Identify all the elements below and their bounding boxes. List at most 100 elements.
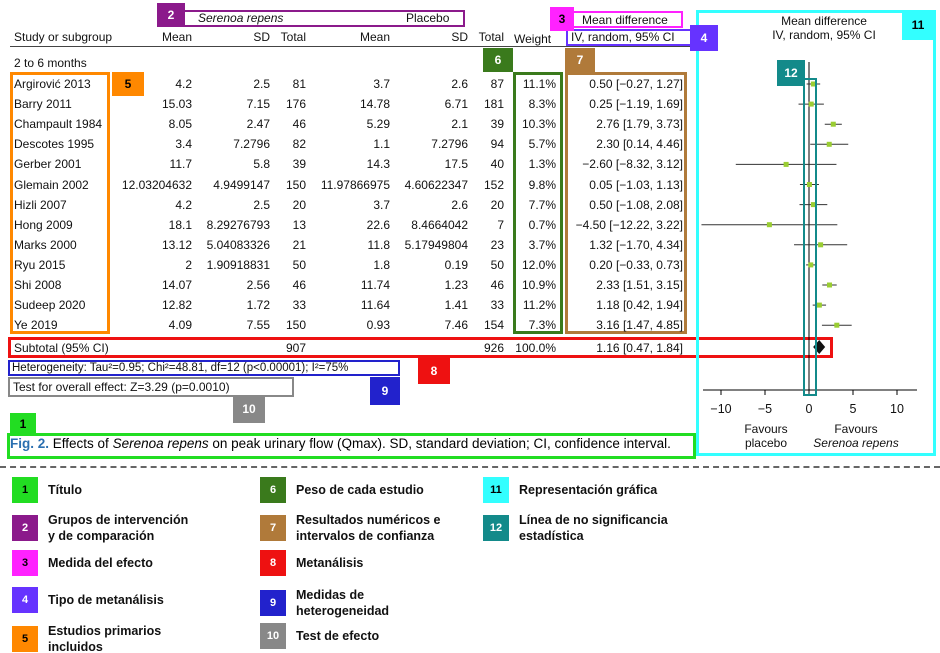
legend-label: Peso de cada estudio [296, 483, 424, 497]
subtotal-weight: 100.0% [515, 341, 556, 355]
study-n2: 152 [483, 177, 504, 192]
study-name: Descotes 1995 [14, 137, 95, 152]
x-tick-label: 0 [805, 402, 813, 416]
study-m2: 3.7 [373, 197, 390, 212]
study-n2: 7 [497, 217, 504, 232]
col-mean2-header: Mean [359, 30, 390, 44]
subtotal-n1: 907 [285, 341, 306, 355]
study-weight: 7.7% [528, 197, 556, 212]
study-name: Hong 2009 [14, 217, 73, 232]
study-weight: 10.3% [521, 117, 556, 132]
point-estimate [766, 222, 772, 228]
study-name: Hizli 2007 [14, 197, 67, 212]
plot-title: Mean difference [781, 14, 867, 28]
study-sd2: 7.46 [444, 318, 468, 333]
legend-label: Metanálisis [296, 556, 364, 570]
study-weight: 10.9% [521, 278, 556, 292]
study-n1: 33 [292, 298, 306, 313]
legend-item: 12 Línea de no significancia estadística [483, 512, 723, 544]
study-sd2: 2.6 [451, 77, 468, 91]
study-n1: 82 [292, 137, 306, 152]
study-n1: 46 [292, 278, 306, 292]
legend-item: 4 Tipo de metanálisis [12, 587, 192, 613]
badge-8: 8 [418, 358, 450, 384]
point-estimate [816, 302, 822, 308]
point-estimate [826, 141, 832, 147]
header-rule [10, 46, 694, 47]
study-sd1: 2.5 [253, 77, 270, 91]
legend-label: Representación gráfica [519, 483, 658, 497]
study-ci: 0.05 [−1.03, 1.13] [589, 177, 683, 192]
meta-analysis-box [8, 337, 833, 358]
overall-effect-text: Test for overall effect: Z=3.29 (p=0.001… [13, 380, 230, 394]
legend-label: Resultados numéricos e intervalos de con… [296, 513, 441, 543]
study-name: Barry 2011 [14, 97, 72, 112]
study-m2: 11.97866975 [320, 177, 390, 192]
legend-label: Línea de no significancia estadística [519, 513, 668, 543]
legend-swatch: 1 [12, 477, 38, 503]
col-mean1-header: Mean [161, 30, 192, 44]
study-n2: 20 [490, 197, 504, 212]
group-treatment-label: Serenoa repens [198, 11, 284, 25]
study-m2: 11.8 [367, 237, 390, 252]
study-name: Champault 1984 [14, 117, 103, 132]
study-m1: 3.4 [175, 137, 192, 152]
legend-swatch: 4 [12, 587, 38, 613]
study-sd2: 6.71 [444, 97, 468, 112]
study-m1: 15.03 [161, 97, 192, 112]
legend-item: 5 Estudios primarios incluidos [12, 623, 192, 653]
study-m2: 22.6 [366, 217, 390, 232]
favours-left-2: placebo [744, 436, 788, 450]
point-estimate [827, 282, 833, 288]
study-sd1: 7.2796 [233, 137, 270, 152]
badge-2: 2 [157, 3, 185, 27]
study-weight: 0.7% [528, 217, 556, 232]
study-m1: 13.12 [161, 237, 192, 252]
legend-label: Título [48, 483, 83, 497]
title-box [7, 433, 696, 459]
graphic-box [696, 10, 936, 456]
study-m1: 14.07 [161, 278, 192, 292]
study-n1: 176 [285, 97, 306, 112]
overall-effect-box [8, 377, 294, 397]
caption-italic: Serenoa repens [112, 436, 209, 451]
legend-item: 7 Resultados numéricos e intervalos de co… [260, 512, 460, 544]
col-total2-header: Total [478, 30, 504, 44]
legend-swatch: 9 [260, 590, 286, 616]
study-sd2: 8.4664042 [411, 217, 468, 232]
study-ci: 2.76 [1.79, 3.73] [596, 117, 683, 132]
legend-swatch: 2 [12, 515, 38, 541]
study-weight: 1.3% [528, 157, 556, 172]
subgroup-label: 2 to 6 months [14, 56, 87, 70]
study-sd1: 2.47 [246, 117, 270, 132]
legend-label: Grupos de intervención y de comparación [48, 513, 189, 543]
study-m2: 1.8 [373, 257, 390, 272]
study-n1: 50 [292, 257, 306, 272]
study-ci: 0.50 [−1.08, 2.08] [589, 197, 683, 212]
badge-9: 9 [370, 377, 400, 405]
study-m2: 14.3 [366, 157, 390, 172]
legend-item: 3 Medida del efecto [12, 550, 192, 576]
study-n1: 46 [292, 117, 306, 132]
study-m2: 5.29 [366, 117, 390, 132]
study-ci: 3.16 [1.47, 4.85] [596, 318, 683, 333]
study-m1: 12.03204632 [121, 177, 192, 192]
study-sd1: 7.15 [246, 97, 270, 112]
study-n2: 40 [490, 157, 504, 172]
study-weight: 5.7% [528, 137, 556, 152]
legend-swatch: 6 [260, 477, 286, 503]
study-sd1: 5.04083326 [206, 237, 270, 252]
effect-measure-label: Mean difference [582, 13, 668, 27]
study-n1: 81 [292, 77, 306, 91]
badge-6: 6 [483, 48, 513, 72]
study-sd2: 1.23 [444, 278, 468, 292]
study-ci: −2.60 [−8.32, 3.12] [582, 157, 683, 172]
legend-item: 9 Medidas de heterogeneidad [260, 587, 460, 619]
study-n2: 181 [483, 97, 504, 112]
study-sd1: 1.90918831 [206, 257, 270, 272]
study-m2: 11.64 [360, 298, 390, 313]
favours-right-2: Serenoa repens [813, 436, 899, 450]
col-study-header: Study or subgroup [14, 30, 113, 44]
study-name: Ryu 2015 [14, 257, 66, 272]
study-name: Argirović 2013 [14, 77, 91, 91]
